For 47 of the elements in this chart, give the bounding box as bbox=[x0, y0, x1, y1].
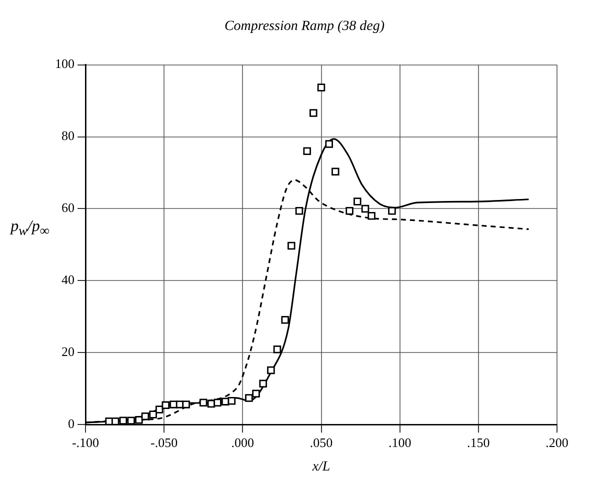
point bbox=[267, 366, 275, 374]
y-tick-label: 80 bbox=[62, 128, 74, 144]
point bbox=[346, 206, 354, 215]
y-tick-label: 100 bbox=[55, 56, 74, 72]
point bbox=[252, 390, 260, 398]
x-tick-label: .150 bbox=[467, 434, 490, 450]
point bbox=[259, 380, 267, 388]
point bbox=[325, 140, 333, 148]
point bbox=[295, 206, 304, 215]
point bbox=[141, 412, 150, 420]
point bbox=[281, 316, 289, 324]
point bbox=[332, 168, 340, 176]
x-tick-label: .050 bbox=[310, 434, 333, 450]
x-tick-label: -.050 bbox=[150, 434, 178, 450]
x-tick-label: .100 bbox=[388, 434, 412, 450]
point bbox=[310, 109, 318, 117]
point bbox=[361, 204, 370, 213]
point bbox=[155, 406, 164, 414]
point bbox=[368, 212, 376, 220]
point bbox=[303, 147, 311, 156]
y-tick-label: 20 bbox=[62, 344, 74, 360]
point bbox=[162, 401, 170, 410]
point bbox=[119, 416, 128, 425]
point bbox=[273, 346, 282, 354]
point bbox=[135, 416, 143, 424]
x-tick-label: .200 bbox=[546, 434, 568, 450]
point bbox=[182, 400, 190, 408]
point bbox=[111, 417, 120, 425]
point bbox=[127, 416, 135, 425]
point bbox=[228, 396, 236, 405]
point bbox=[245, 394, 253, 402]
point bbox=[288, 242, 296, 250]
point bbox=[388, 206, 396, 215]
y-tick-label: 60 bbox=[62, 200, 74, 216]
point bbox=[354, 198, 362, 206]
point bbox=[149, 410, 157, 418]
y-tick-label: 40 bbox=[62, 272, 74, 288]
x-tick-label: -.100 bbox=[72, 434, 100, 450]
y-tick-label: 0 bbox=[68, 416, 74, 432]
chart-title: Compression Ramp (38 deg) bbox=[224, 19, 385, 34]
point bbox=[214, 398, 222, 407]
x-tick-label: .000 bbox=[231, 434, 254, 450]
y-axis-title: p$_{w}$/p$_{∞}$ bbox=[8, 217, 50, 240]
point bbox=[221, 398, 230, 406]
x-axis-title: x/L bbox=[311, 459, 330, 474]
point bbox=[199, 398, 208, 407]
point bbox=[317, 84, 326, 92]
